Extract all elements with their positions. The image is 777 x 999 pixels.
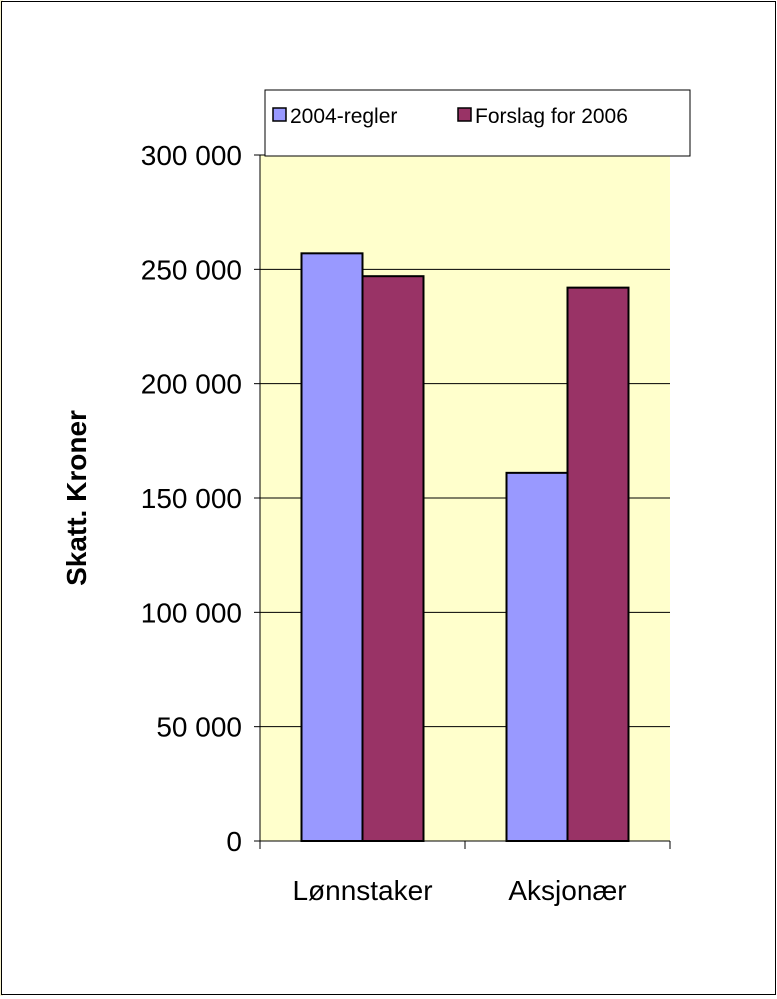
- x-tick-label: Lønnstaker: [292, 875, 432, 906]
- y-tick-label: 0: [226, 826, 242, 857]
- axes: [254, 154, 671, 849]
- legend-swatch: [457, 107, 472, 122]
- bar: [566, 286, 630, 843]
- bars: [300, 252, 630, 843]
- x-tick-label: Aksjonær: [508, 875, 626, 906]
- bar: [300, 252, 364, 842]
- bar: [505, 471, 569, 842]
- y-tick-label: 100 000: [141, 597, 242, 628]
- y-tick-label: 200 000: [141, 369, 242, 400]
- y-tick-label: 150 000: [141, 483, 242, 514]
- legend-label: Forslag for 2006: [475, 105, 628, 128]
- bar: [361, 275, 425, 842]
- y-tick-label: 250 000: [141, 254, 242, 285]
- legend-swatch: [272, 107, 287, 122]
- y-tick-label: 50 000: [156, 712, 242, 743]
- y-tick-labels: 0 50 000 100 000 150 000 200 000 250 000 300 0…: [141, 140, 242, 857]
- legend-label: 2004-regler: [290, 105, 397, 128]
- legend: 2004-regler Forslag for 2006: [264, 89, 691, 157]
- legend-box: [264, 89, 691, 157]
- y-tick-label: 300 000: [141, 140, 242, 171]
- x-tick-labels: Lønnstaker Aksjonær: [292, 875, 626, 906]
- y-axis-label: Skatt. Kroner: [61, 410, 92, 586]
